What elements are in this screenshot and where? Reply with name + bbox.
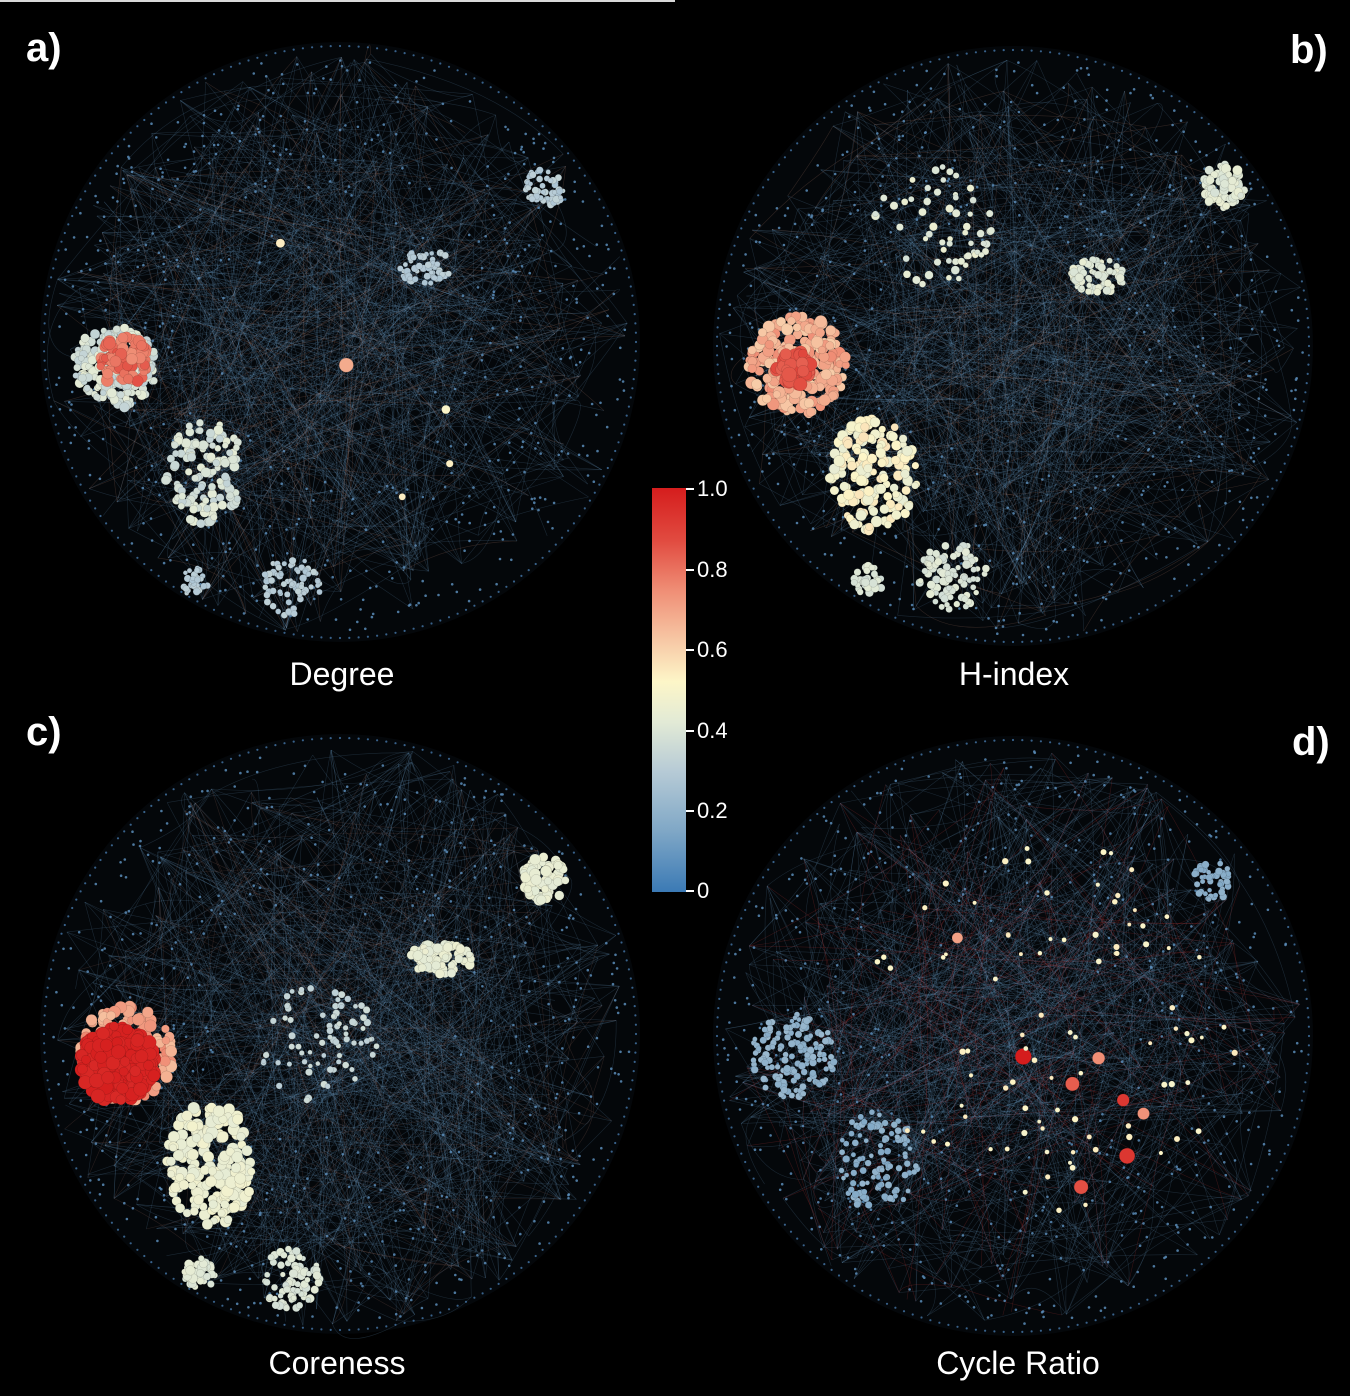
network-panel-c xyxy=(40,734,640,1339)
node-cluster xyxy=(397,249,452,286)
node-cluster xyxy=(1200,160,1249,212)
colorbar-tick-0-4 xyxy=(686,730,694,732)
node-cluster xyxy=(162,1101,256,1230)
colorbar-tick-0 xyxy=(686,890,694,892)
node-cluster xyxy=(261,1245,324,1313)
node-cluster xyxy=(260,984,380,1104)
node-cluster xyxy=(951,932,964,944)
network-nodes xyxy=(715,48,1311,644)
node-cluster xyxy=(769,345,818,392)
node-cluster xyxy=(160,418,242,529)
colorbar-label-0: 0 xyxy=(697,878,710,903)
colorbar-tick-1-0 xyxy=(686,488,694,490)
node-cluster xyxy=(824,414,921,536)
colorbar xyxy=(652,488,686,892)
node-cluster xyxy=(850,561,886,598)
node-cluster xyxy=(750,1011,838,1101)
node-cluster xyxy=(445,459,454,468)
colorbar-label-0-8: 0.8 xyxy=(697,557,728,582)
colorbar-tick-0-8 xyxy=(686,569,694,571)
panel-letter-c: c) xyxy=(26,710,62,754)
network-nodes xyxy=(715,738,1311,1334)
node-cluster xyxy=(398,493,406,501)
node-cluster xyxy=(74,1021,162,1107)
node-cluster xyxy=(406,939,476,979)
node-cluster xyxy=(1191,860,1232,903)
network-edges xyxy=(719,60,1301,632)
colorbar-label-1-0: 1.0 xyxy=(697,476,728,501)
colorbar-tick-0-2 xyxy=(686,810,694,812)
node-cluster xyxy=(519,852,570,906)
network-panel-a xyxy=(40,42,640,642)
node-cluster xyxy=(915,541,990,613)
network-panel-b xyxy=(713,46,1313,646)
node-cluster xyxy=(870,163,996,288)
panel-caption-a: Degree xyxy=(289,656,395,692)
panel-caption-b: H-index xyxy=(958,656,1070,692)
panel-letter-a: a) xyxy=(26,26,62,70)
panel-letter-d: d) xyxy=(1292,720,1330,764)
colorbar-label-0-2: 0.2 xyxy=(697,798,728,823)
node-cluster xyxy=(338,357,354,373)
node-cluster xyxy=(1065,1076,1080,1092)
panel-caption-d: Cycle Ratio xyxy=(936,1345,1100,1381)
node-cluster xyxy=(874,845,1239,1214)
network-disc xyxy=(40,42,640,642)
node-cluster xyxy=(181,1255,218,1291)
node-cluster xyxy=(261,556,323,619)
network-nodes xyxy=(42,44,638,640)
panel-letter-b: b) xyxy=(1290,28,1328,72)
network-panel-d xyxy=(713,736,1313,1336)
colorbar-tick-0-6 xyxy=(686,649,694,651)
node-cluster xyxy=(1067,256,1126,296)
node-cluster xyxy=(1073,1179,1089,1195)
node-cluster xyxy=(522,166,566,209)
panel-caption-c: Coreness xyxy=(268,1345,406,1381)
top-rule xyxy=(0,0,675,2)
node-cluster xyxy=(1116,1093,1130,1107)
node-cluster xyxy=(95,331,152,387)
node-cluster xyxy=(441,404,451,415)
node-cluster xyxy=(1092,1051,1106,1065)
node-cluster xyxy=(838,1109,921,1209)
node-cluster xyxy=(1119,1147,1136,1164)
colorbar-label-0-4: 0.4 xyxy=(697,718,728,743)
node-cluster xyxy=(180,565,211,596)
node-cluster xyxy=(1014,1048,1032,1065)
node-cluster xyxy=(1137,1107,1150,1120)
node-cluster xyxy=(275,238,286,248)
colorbar-label-0-6: 0.6 xyxy=(697,637,728,662)
